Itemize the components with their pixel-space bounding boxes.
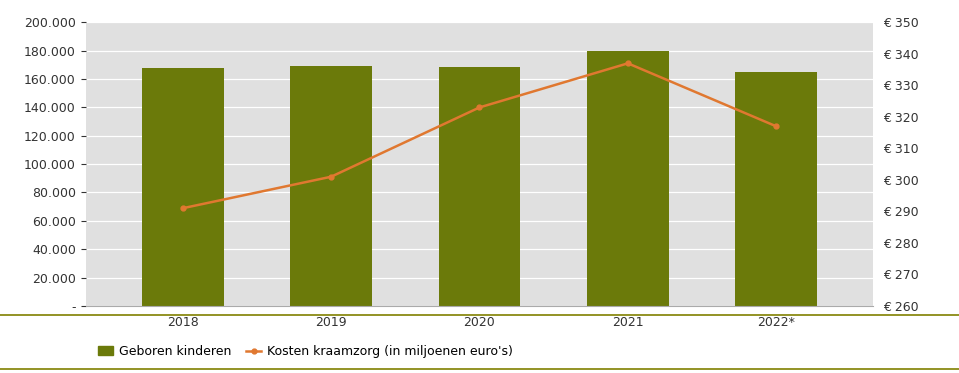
Line: Kosten kraamzorg (in miljoenen euro's): Kosten kraamzorg (in miljoenen euro's) [180, 61, 779, 211]
Bar [291, 66, 372, 306]
Bar [587, 51, 668, 306]
Bar [142, 68, 223, 306]
Kosten kraamzorg (in miljoenen euro's) [177, 206, 189, 210]
Kosten kraamzorg (in miljoenen euro's) [770, 124, 782, 129]
Bar [736, 72, 817, 306]
Legend: Geboren kinderen, Kosten kraamzorg (in miljoenen euro's): Geboren kinderen, Kosten kraamzorg (in m… [93, 340, 518, 363]
Bar [438, 67, 521, 306]
Kosten kraamzorg (in miljoenen euro's) [622, 61, 634, 66]
Kosten kraamzorg (in miljoenen euro's) [474, 105, 485, 110]
Kosten kraamzorg (in miljoenen euro's) [325, 175, 337, 179]
